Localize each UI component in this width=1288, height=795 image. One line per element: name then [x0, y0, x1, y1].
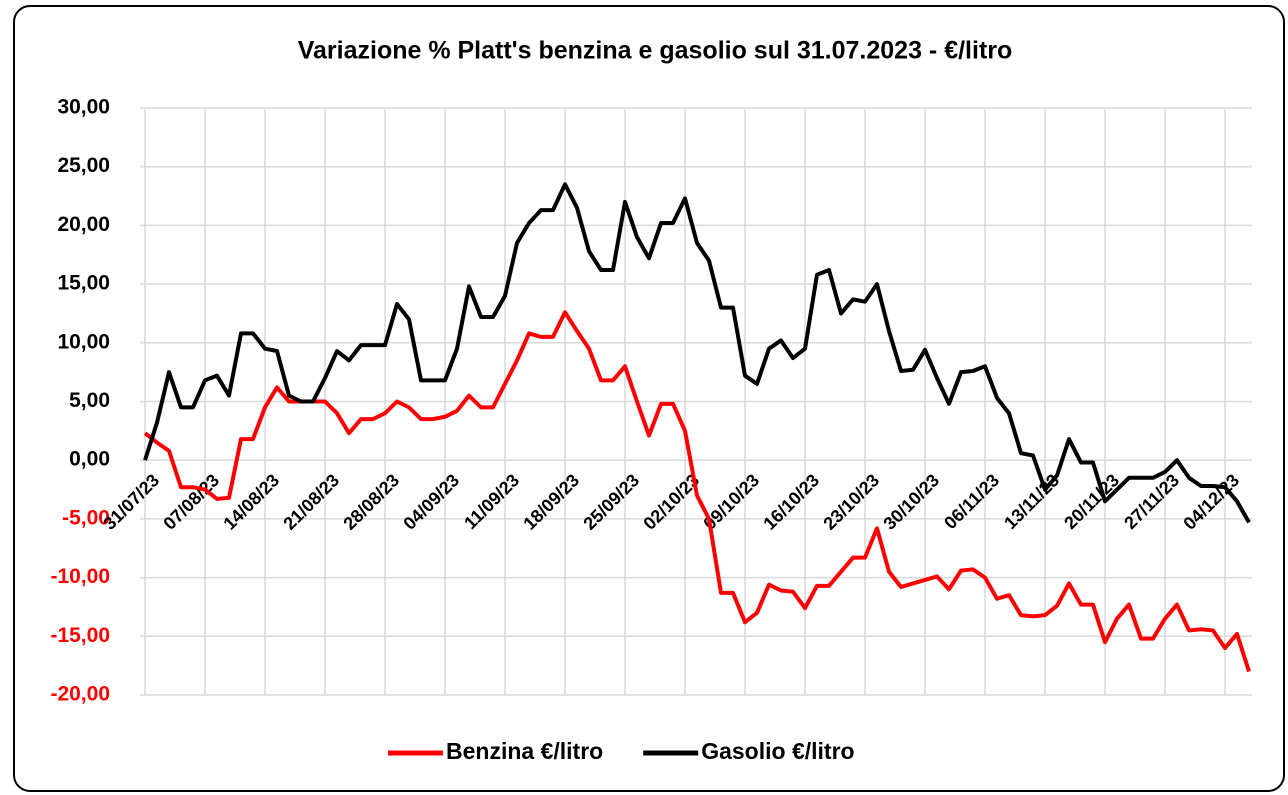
y-tick-label: -15,00	[50, 624, 110, 647]
y-tick-label: 0,00	[69, 448, 110, 471]
series-line	[143, 182, 1251, 524]
chart-title: Variazione % Platt's benzina e gasolio s…	[298, 37, 1013, 65]
chart-border	[13, 5, 1285, 792]
legend-label: Gasolio €/litro	[701, 738, 854, 764]
y-tick-label: -20,00	[50, 683, 110, 706]
y-tick-label: 20,00	[57, 213, 110, 236]
y-tick-label: -10,00	[50, 565, 110, 588]
y-tick-label: 10,00	[57, 330, 110, 353]
legend-label: Benzina €/litro	[446, 738, 603, 764]
y-tick-label: 25,00	[57, 154, 110, 177]
y-tick-label: 30,00	[57, 96, 110, 119]
y-tick-label: 5,00	[69, 389, 110, 412]
series-line	[143, 310, 1251, 673]
y-tick-label: -5,00	[62, 506, 110, 529]
y-tick-label: 15,00	[57, 272, 110, 295]
